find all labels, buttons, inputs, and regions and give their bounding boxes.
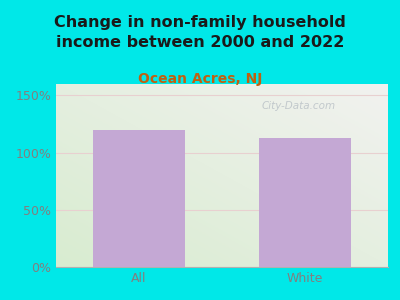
- Bar: [93, 130, 185, 267]
- Text: Change in non-family household
income between 2000 and 2022: Change in non-family household income be…: [54, 15, 346, 50]
- Text: City-Data.com: City-Data.com: [261, 101, 336, 111]
- Text: Ocean Acres, NJ: Ocean Acres, NJ: [138, 72, 262, 86]
- Bar: [259, 138, 351, 267]
